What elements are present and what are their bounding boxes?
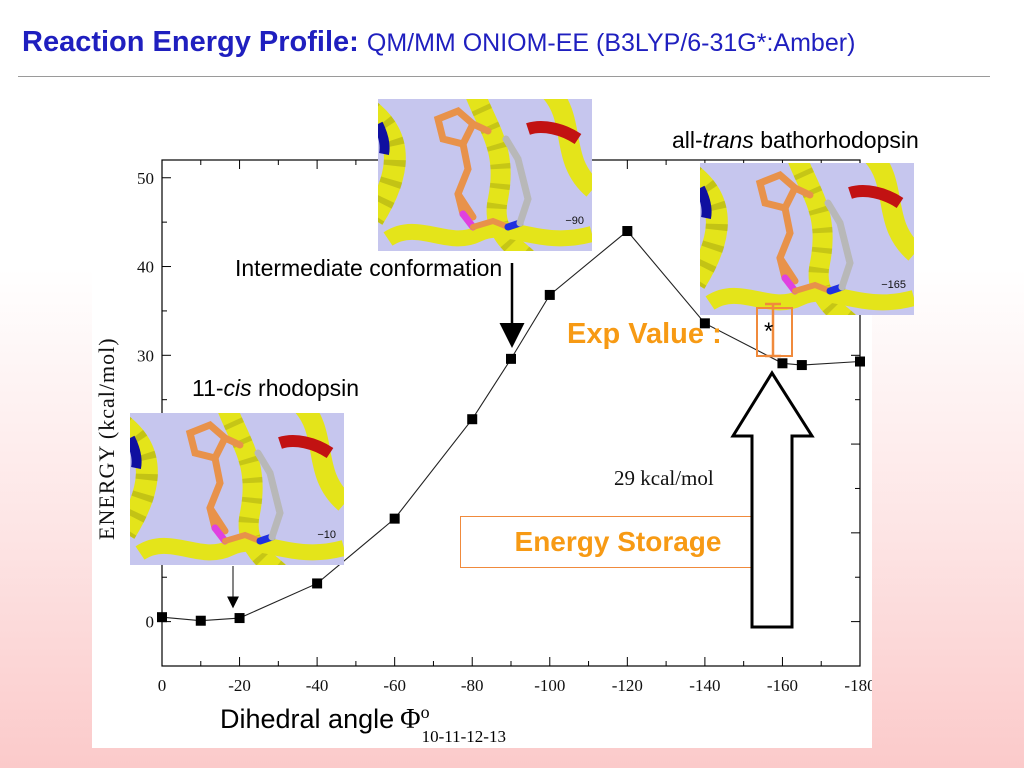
protein-structure-image bbox=[378, 99, 592, 251]
energy-series bbox=[157, 226, 865, 626]
title-main: Reaction Energy Profile: bbox=[22, 26, 359, 58]
energy-storage-label: Energy Storage bbox=[514, 526, 722, 557]
x-tick-label: 0 bbox=[158, 676, 167, 695]
thumbnail-angle-label: −90 bbox=[565, 215, 584, 227]
x-tick-label: -100 bbox=[534, 676, 565, 695]
caption-trans-italic: trans bbox=[702, 127, 754, 153]
data-point bbox=[157, 612, 167, 623]
data-point bbox=[544, 289, 555, 300]
phi-subscript: 10-11-12-13 bbox=[421, 727, 506, 746]
x-tick-label: -180 bbox=[844, 676, 872, 695]
axis-tick-labels: 0-20-40-60-80-100-120-140-160-1800102030… bbox=[137, 169, 872, 695]
thumbnail-11-cis-rhodopsin: −10 bbox=[130, 413, 344, 565]
thumbnail-intermediate: −90 bbox=[378, 99, 592, 251]
x-tick-label: -20 bbox=[228, 676, 251, 695]
data-point bbox=[467, 414, 478, 425]
caption-intermediate: Intermediate conformation bbox=[235, 255, 503, 281]
dihedral-label: Dihedral angle bbox=[220, 704, 395, 734]
x-axis-label: Dihedral angle Φo 10-11-12-13 bbox=[220, 702, 506, 746]
x-tick-label: -80 bbox=[461, 676, 484, 695]
thumbnail-angle-label: −165 bbox=[881, 279, 906, 291]
data-point bbox=[506, 353, 516, 364]
y-tick-label: 0 bbox=[146, 613, 155, 632]
x-tick-label: -40 bbox=[306, 676, 329, 695]
x-tick-label: -160 bbox=[767, 676, 798, 695]
y-tick-label: 30 bbox=[137, 346, 154, 365]
protein-structure-image bbox=[130, 413, 344, 565]
exp-value-label: Exp Value : bbox=[567, 318, 722, 350]
y-tick-label: 40 bbox=[137, 258, 154, 277]
y-axis-label: ENERGY (kcal/mol) bbox=[94, 337, 119, 540]
data-point bbox=[855, 356, 865, 367]
data-point bbox=[234, 613, 245, 624]
data-point bbox=[796, 360, 807, 371]
energy-storage-box: Energy Storage bbox=[460, 516, 776, 568]
energy-annotation: 29 kcal/mol bbox=[614, 466, 714, 490]
exp-value-box bbox=[756, 307, 793, 357]
phi-symbol: Φ bbox=[400, 704, 421, 735]
data-point bbox=[622, 226, 633, 237]
caption-cis-prefix: 11- bbox=[192, 375, 224, 401]
protein-structure-image bbox=[700, 163, 914, 315]
caption-all-trans-bathorhodopsin: all-trans bathorhodopsin bbox=[672, 127, 919, 154]
slide-title: Reaction Energy Profile: QM/MM ONIOM-EE … bbox=[22, 26, 855, 59]
caption-cis-suffix: rhodopsin bbox=[251, 375, 360, 401]
x-tick-label: -120 bbox=[612, 676, 643, 695]
energy-profile-chart: 0-20-40-60-80-100-120-140-160-1800102030… bbox=[94, 159, 872, 695]
caption-11-cis-rhodopsin: 11-cis rhodopsin bbox=[192, 375, 359, 402]
y-tick-label: 50 bbox=[137, 169, 154, 188]
x-tick-label: -60 bbox=[383, 676, 406, 695]
data-point bbox=[195, 615, 206, 626]
title-subtitle: QM/MM ONIOM-EE (B3LYP/6-31G*:Amber) bbox=[366, 29, 856, 57]
data-point bbox=[312, 578, 323, 589]
data-point bbox=[699, 318, 710, 329]
data-point bbox=[777, 358, 788, 369]
caption-trans-prefix: all- bbox=[672, 127, 703, 153]
phi-degree: o bbox=[420, 702, 430, 722]
data-point bbox=[389, 513, 400, 524]
caption-cis-italic: cis bbox=[223, 375, 252, 401]
thumbnail-angle-label: −10 bbox=[317, 529, 336, 541]
title-divider bbox=[18, 76, 990, 77]
caption-trans-suffix: bathorhodopsin bbox=[753, 127, 919, 153]
thumbnail-all-trans-bathorhodopsin: −165 bbox=[700, 163, 914, 315]
x-tick-label: -140 bbox=[689, 676, 720, 695]
